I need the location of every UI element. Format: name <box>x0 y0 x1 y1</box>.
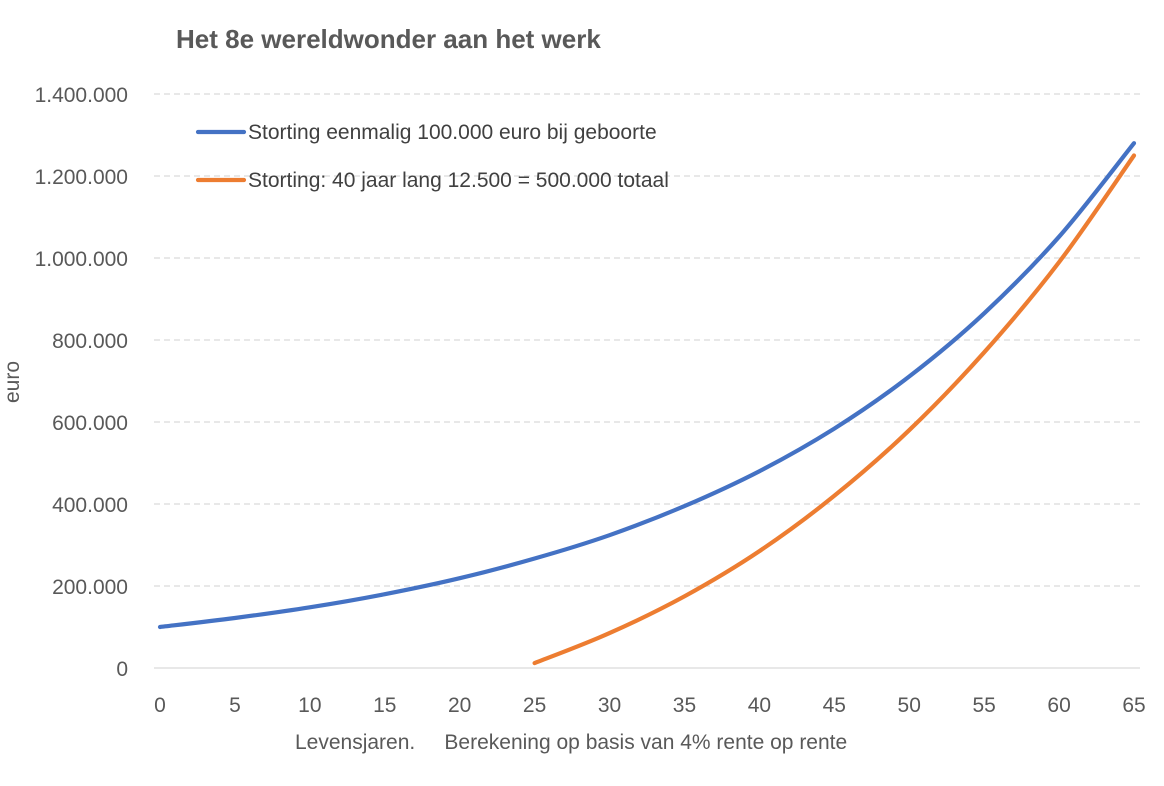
legend-label-2: Storting: 40 jaar lang 12.500 = 500.000 … <box>248 169 669 192</box>
y-tick-label: 1.000.000 <box>35 248 128 271</box>
y-tick-label: 200.000 <box>52 576 128 599</box>
x-axis-label: Levensjaren. Berekening op basis van 4% … <box>295 731 847 754</box>
series-lines <box>157 141 1137 666</box>
x-tick-label: 60 <box>1047 694 1070 717</box>
y-tick-label: 600.000 <box>52 412 128 435</box>
x-tick-label: 45 <box>823 694 846 717</box>
x-tick-label: 15 <box>373 694 396 717</box>
x-tick-label: 20 <box>448 694 471 717</box>
x-tick-label: 10 <box>298 694 321 717</box>
y-axis-ticks: 0 200.000 400.000 600.000 800.000 1.000.000 1.… <box>35 84 128 681</box>
x-tick-label: 25 <box>523 694 546 717</box>
y-axis-label: euro <box>1 361 24 403</box>
chart-title: Het 8e wereldwonder aan het werk <box>176 24 601 54</box>
x-tick-label: 50 <box>898 694 921 717</box>
x-tick-label: 35 <box>673 694 696 717</box>
y-tick-label: 1.200.000 <box>35 166 128 189</box>
series-line-1 <box>157 141 1137 630</box>
x-tick-label: 65 <box>1122 694 1145 717</box>
x-axis-ticks: 0 5 10 15 20 25 30 35 40 45 50 55 60 65 <box>154 694 1146 717</box>
gridlines <box>154 93 1140 669</box>
x-tick-label: 40 <box>748 694 771 717</box>
series-line-2 <box>532 153 1137 666</box>
legend-label-1: Storting eenmalig 100.000 euro bij geboo… <box>248 121 657 144</box>
x-tick-label: 0 <box>154 694 166 717</box>
x-tick-label: 5 <box>229 694 241 717</box>
legend: Storting eenmalig 100.000 euro bij geboo… <box>195 121 669 192</box>
y-tick-label: 800.000 <box>52 330 128 353</box>
y-tick-label: 0 <box>116 658 128 681</box>
x-tick-label: 55 <box>972 694 995 717</box>
x-tick-label: 30 <box>598 694 621 717</box>
y-tick-label: 400.000 <box>52 494 128 517</box>
y-tick-label: 1.400.000 <box>35 84 128 107</box>
